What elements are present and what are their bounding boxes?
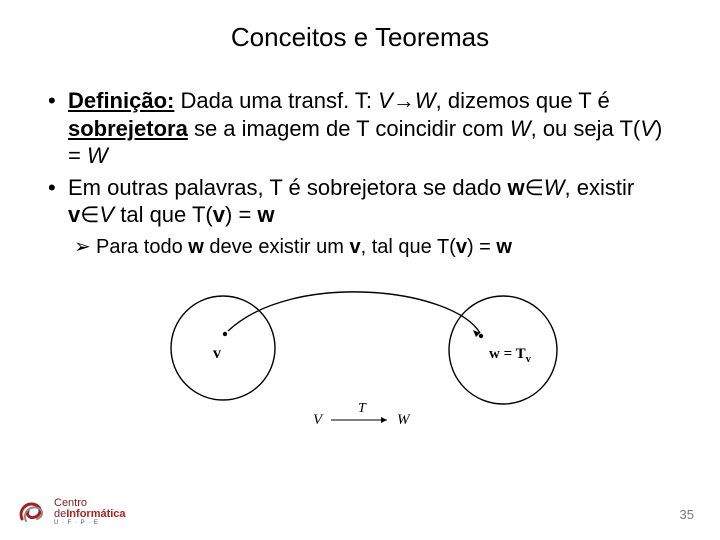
logo-line2b: Informática <box>66 508 125 520</box>
t: v <box>68 202 80 227</box>
t: deve existir um <box>204 236 350 258</box>
t: w <box>496 236 512 258</box>
sub-bullet-1-text: Para todo w deve existir um v, tal que T… <box>96 235 680 260</box>
bullet-1: • Definição: Dada uma transf. T: V→W, di… <box>46 87 680 170</box>
bullet-2: • Em outras palavras, T é sobrejetora se… <box>46 174 680 229</box>
svg-text:W: W <box>397 412 411 428</box>
t: W <box>510 116 531 141</box>
t: ∈ <box>525 175 544 200</box>
sobrejetora-label: sobrejetora <box>68 116 188 141</box>
t: Para todo <box>96 236 188 258</box>
arrow-icon: ➢ <box>74 235 96 260</box>
t: v <box>349 236 360 258</box>
sub-bullet-1: ➢ Para todo w deve existir um v, tal que… <box>74 235 680 260</box>
t: w <box>257 202 274 227</box>
logo-line3: U · F · P · E <box>54 520 126 526</box>
bullet-dot: • <box>46 174 68 229</box>
svg-text:v: v <box>213 345 221 362</box>
t: ) = <box>225 202 257 227</box>
t: W <box>544 175 565 200</box>
t: se a imagem de T coincidir com <box>188 116 510 141</box>
t: tal que T( <box>114 202 213 227</box>
logo-swirl-icon <box>18 499 48 525</box>
logo-text: Centro deInformática U · F · P · E <box>54 498 126 526</box>
t: w <box>507 175 524 200</box>
bullet-dot: • <box>46 87 68 170</box>
slide-title: Conceitos e Teoremas <box>40 22 680 53</box>
t: , tal que T( <box>361 236 456 258</box>
t: v <box>456 236 467 258</box>
t: ) = <box>467 236 496 258</box>
definicao-label: Definição: <box>68 88 174 113</box>
svg-text:T: T <box>358 401 367 416</box>
t: → <box>393 88 415 113</box>
t: , ou seja T( <box>531 116 641 141</box>
diagram-container: v w = Tv V T W <box>46 278 680 435</box>
t: w <box>188 236 204 258</box>
content-area: • Definição: Dada uma transf. T: V→W, di… <box>40 87 680 434</box>
t: ∈ <box>80 202 99 227</box>
t: , dizemos que T é <box>436 88 610 113</box>
t: V <box>378 88 393 113</box>
t: v <box>213 202 225 227</box>
t: V <box>640 116 655 141</box>
t: V <box>99 202 114 227</box>
bullet-2-text: Em outras palavras, T é sobrejetora se d… <box>68 174 680 229</box>
page-number: 35 <box>680 507 694 522</box>
t: Em outras palavras, T é sobrejetora se d… <box>68 175 507 200</box>
svg-text:w = Tv: w = Tv <box>489 346 532 365</box>
footer-logo: Centro deInformática U · F · P · E <box>18 498 126 526</box>
mapping-diagram: v w = Tv V T W <box>153 278 573 435</box>
logo-line2a: de <box>54 508 66 520</box>
svg-text:V: V <box>313 412 324 428</box>
t: Dada uma transf. T: <box>174 88 378 113</box>
t: W <box>87 143 108 168</box>
t: , existir <box>565 175 635 200</box>
t: W <box>415 88 436 113</box>
bullet-1-text: Definição: Dada uma transf. T: V→W, dize… <box>68 87 680 170</box>
